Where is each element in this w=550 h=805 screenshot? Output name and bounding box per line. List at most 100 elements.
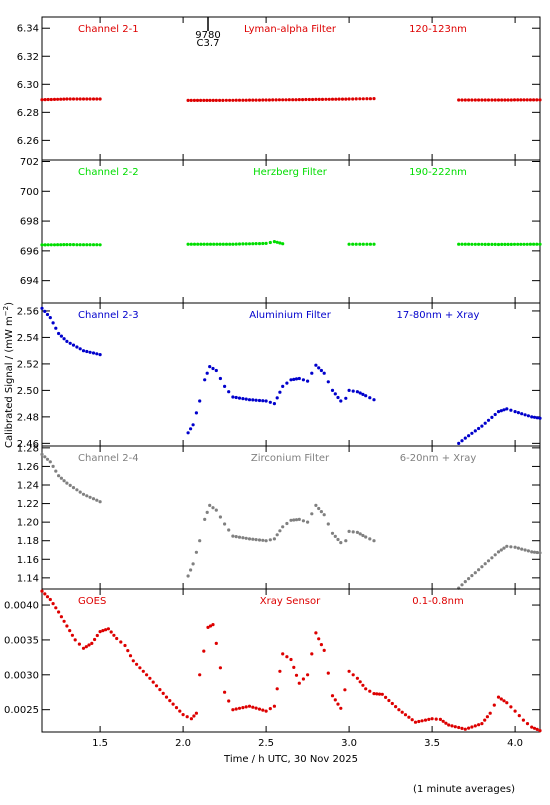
data-point (394, 705, 398, 709)
data-point (148, 676, 152, 680)
data-point (301, 677, 305, 681)
data-point (430, 717, 434, 721)
data-point (261, 241, 265, 246)
data-point (254, 706, 258, 710)
data-point (45, 595, 50, 599)
data-point (196, 242, 200, 246)
data-point (467, 434, 471, 438)
data-point (483, 421, 487, 425)
data-point (512, 98, 517, 102)
data-point (237, 98, 242, 102)
data-point (480, 722, 484, 726)
data-point (237, 242, 242, 246)
data-point (192, 98, 196, 102)
data-point (532, 415, 537, 419)
data-point (228, 242, 232, 246)
data-point (403, 713, 408, 717)
data-point (444, 721, 448, 725)
data-point (251, 537, 255, 541)
data-point (244, 705, 248, 709)
x-tick-label: 4.0 (507, 738, 523, 749)
data-point (520, 547, 524, 551)
data-point (289, 378, 293, 382)
data-series (40, 306, 542, 445)
data-point (62, 97, 66, 101)
y-tick-label: 6.30 (17, 80, 39, 91)
data-point (326, 671, 330, 675)
y-tick-label: 2.54 (17, 333, 39, 344)
data-point (463, 436, 467, 440)
data-point (499, 409, 503, 413)
data-point (54, 606, 58, 610)
data-point (211, 98, 215, 102)
data-point (502, 546, 506, 550)
data-point (203, 517, 207, 522)
data-point (95, 243, 99, 247)
data-point (522, 242, 526, 246)
data-point (237, 706, 242, 710)
data-point (205, 242, 209, 246)
data-point (49, 97, 53, 102)
data-point (90, 641, 94, 646)
data-point (257, 398, 262, 403)
data-point (486, 98, 491, 102)
panel-frame (41, 445, 541, 590)
data-point (523, 413, 527, 417)
data-point (538, 98, 542, 102)
data-point (530, 550, 534, 554)
data-point (322, 513, 326, 517)
data-point (493, 553, 497, 557)
data-point (297, 681, 301, 685)
y-tick-label: 0.0040 (4, 601, 39, 612)
data-point (272, 704, 276, 708)
data-point (75, 345, 79, 349)
data-point (185, 715, 189, 719)
data-point (351, 97, 355, 101)
data-point (234, 535, 238, 539)
data-point (526, 414, 531, 418)
data-point (231, 242, 235, 246)
data-point (123, 643, 127, 648)
data-point (268, 240, 272, 245)
data-point (327, 97, 331, 101)
data-point (516, 411, 521, 415)
data-point (71, 486, 76, 490)
data-point (48, 597, 52, 602)
data-point (477, 568, 481, 572)
data-point (301, 519, 305, 523)
footnote: (1 minute averages) (413, 784, 515, 795)
data-point (358, 391, 362, 395)
data-point (247, 704, 252, 708)
data-point (493, 98, 497, 102)
data-point (257, 707, 262, 711)
data-point (365, 242, 369, 246)
data-point (65, 624, 69, 628)
data-point (227, 699, 231, 703)
y-tick-label: 1.20 (17, 518, 39, 529)
data-point (535, 242, 539, 246)
data-point (310, 371, 314, 375)
data-point (57, 610, 61, 614)
data-point (221, 98, 225, 102)
data-point (254, 98, 258, 102)
data-point (361, 683, 365, 687)
data-point (194, 711, 198, 715)
y-tick-label: 0.0030 (4, 670, 39, 681)
data-point (95, 352, 99, 356)
data-point (247, 398, 252, 402)
data-point (294, 518, 299, 522)
data-point (336, 537, 340, 542)
data-point (413, 720, 418, 724)
data-point (75, 488, 79, 492)
data-point (81, 492, 86, 496)
data-point (81, 646, 86, 650)
data-point (344, 97, 348, 101)
data-point (77, 642, 81, 646)
data-point (254, 538, 258, 542)
data-point (275, 396, 279, 400)
data-point (354, 242, 358, 246)
y-tick-label: 1.18 (17, 536, 39, 547)
data-point (192, 242, 197, 246)
panel-3: 2.46 2.48 2.50 2.52 2.54 2.56 Channel 2-3 Alumi… (17, 302, 542, 450)
data-point (91, 497, 96, 501)
